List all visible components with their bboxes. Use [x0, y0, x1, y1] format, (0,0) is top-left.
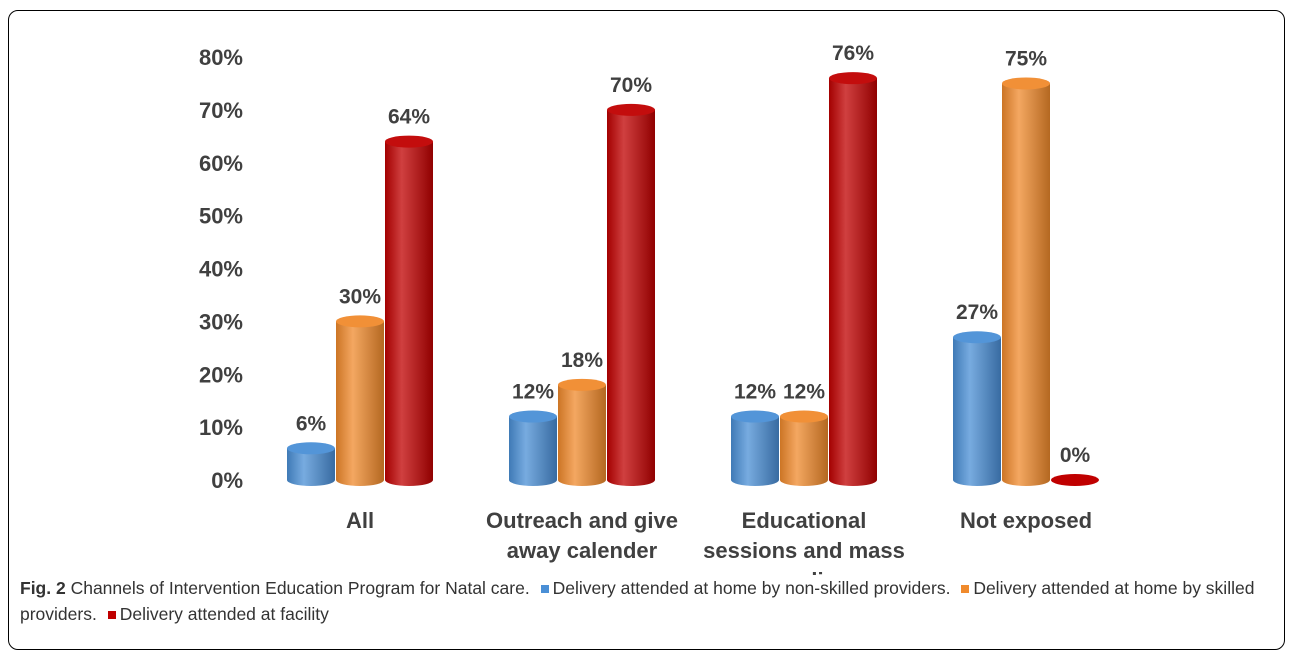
x-category-label: All — [346, 508, 374, 533]
data-label: 76% — [832, 42, 874, 65]
y-tick-label: 50% — [199, 204, 243, 229]
data-label: 12% — [512, 381, 554, 404]
bar-top — [829, 72, 877, 85]
bar — [731, 410, 779, 486]
data-label: 30% — [339, 285, 381, 308]
bar-body — [385, 141, 433, 486]
bar-body — [780, 416, 828, 486]
data-label: 6% — [296, 412, 327, 435]
bar-top — [385, 135, 433, 148]
bar-top — [558, 378, 606, 391]
data-labels-group: 6% 30% 64% 12% 18% 70% 12% 12% 76% 27% 75% 0% — [296, 42, 1091, 467]
legend-swatch-2 — [107, 610, 116, 619]
bar-chart: 0% 10% 20% 30% 40% 50% 60% 70% 80% 6% 30% 64% 12% 18… — [199, 42, 1099, 575]
legend-item-1: Delivery attended at home by skilled pro… — [20, 578, 1255, 624]
y-tick-label: 40% — [199, 257, 243, 282]
data-label: 75% — [1005, 47, 1047, 70]
bar — [287, 442, 335, 486]
y-tick-label: 30% — [199, 309, 243, 334]
bar — [607, 103, 655, 486]
bars-group — [287, 72, 1099, 487]
x-category-label: Outreach and give away calender — [486, 508, 678, 563]
y-tick-label: 20% — [199, 362, 243, 387]
bar — [558, 378, 606, 486]
bar — [336, 315, 384, 486]
bar — [953, 331, 1001, 486]
y-axis: 0% 10% 20% 30% 40% 50% 60% 70% 80% — [199, 45, 243, 493]
legend-item-0: Delivery attended at home by non-skilled… — [552, 578, 951, 598]
y-tick-label: 0% — [211, 468, 243, 493]
data-label: 64% — [388, 106, 430, 129]
bar — [780, 410, 828, 486]
bar-top — [336, 315, 384, 328]
bar-top — [731, 410, 779, 423]
bar-body — [829, 78, 877, 487]
bar-body — [607, 109, 655, 486]
bar-top — [287, 442, 335, 455]
legend-swatch-1 — [961, 584, 970, 593]
bar-top — [1002, 77, 1050, 90]
bar-body — [287, 448, 335, 486]
bar-top — [509, 410, 557, 423]
bar-body — [953, 337, 1001, 486]
y-tick-label: 70% — [199, 98, 243, 123]
bar — [1051, 474, 1099, 486]
data-label: 27% — [956, 301, 998, 324]
figure-caption: Fig. 2 Channels of Intervention Educatio… — [20, 575, 1270, 627]
x-axis: All Outreach and give away calender Educati… — [346, 508, 1092, 575]
data-label: 0% — [1060, 444, 1091, 467]
bar-top — [1051, 474, 1099, 486]
x-category-label: Not exposed — [960, 508, 1092, 533]
bar-body — [1002, 83, 1050, 486]
bar-top — [953, 331, 1001, 344]
data-label: 12% — [734, 381, 776, 404]
data-label: 12% — [783, 381, 825, 404]
data-label: 18% — [561, 349, 603, 372]
legend-swatch-0 — [540, 584, 549, 593]
bar-body — [731, 416, 779, 486]
figure-title: Channels of Intervention Education Progr… — [70, 578, 530, 598]
bar-top — [607, 103, 655, 116]
bar — [385, 135, 433, 486]
bar-body — [509, 416, 557, 486]
legend-item-2: Delivery attended at facility — [119, 604, 329, 624]
bar — [509, 410, 557, 486]
y-tick-label: 60% — [199, 151, 243, 176]
y-tick-label: 80% — [199, 45, 243, 70]
bar-top — [780, 410, 828, 423]
bar-body — [336, 321, 384, 486]
bar — [1002, 77, 1050, 486]
y-tick-label: 10% — [199, 415, 243, 440]
bar-body — [558, 384, 606, 486]
figure-label: Fig. 2 — [20, 578, 66, 598]
bar — [829, 72, 877, 487]
data-label: 70% — [610, 74, 652, 97]
